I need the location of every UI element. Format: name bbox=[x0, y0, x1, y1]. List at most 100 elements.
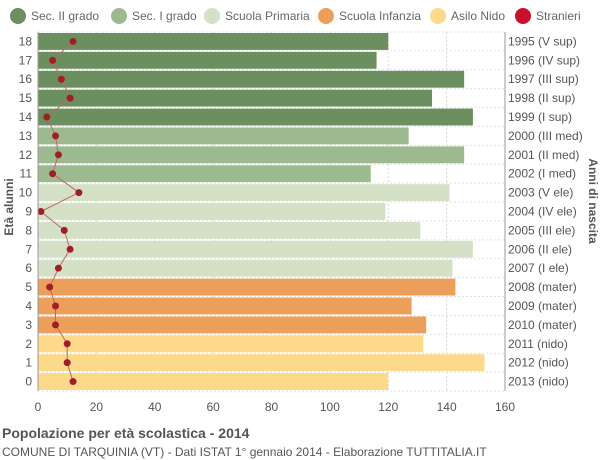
legend-swatch bbox=[430, 8, 446, 24]
birth-year-label: 1995 (V sup) bbox=[508, 34, 577, 48]
x-tick-label: 80 bbox=[265, 400, 279, 414]
birth-year-label: 2003 (V ele) bbox=[508, 186, 573, 200]
birth-year-label: 2005 (III ele) bbox=[508, 223, 575, 237]
bar bbox=[38, 89, 433, 107]
stranieri-point bbox=[75, 189, 83, 197]
bar bbox=[38, 165, 371, 183]
legend-item-sec-ii: Sec. II grado bbox=[10, 6, 99, 26]
legend-swatch bbox=[111, 8, 127, 24]
bar bbox=[38, 203, 386, 220]
bar bbox=[38, 278, 456, 296]
stranieri-point bbox=[60, 226, 68, 234]
birth-year-label: 2009 (mater) bbox=[508, 299, 577, 313]
x-tick-label: 0 bbox=[35, 400, 42, 414]
birth-year-label: 1997 (III sup) bbox=[508, 72, 579, 86]
y-tick-label: 6 bbox=[25, 261, 32, 275]
y-tick-label: 2 bbox=[25, 337, 32, 351]
legend-label: Scuola Infanzia bbox=[339, 9, 422, 23]
stranieri-point bbox=[66, 245, 74, 253]
stranieri-point bbox=[66, 94, 74, 102]
legend-swatch bbox=[204, 8, 220, 24]
birth-year-label: 1998 (II sup) bbox=[508, 91, 575, 105]
bar bbox=[38, 70, 465, 88]
y-tick-label: 4 bbox=[25, 299, 32, 313]
bar bbox=[38, 373, 389, 390]
stranieri-point bbox=[63, 340, 71, 348]
birth-year-label: 2008 (mater) bbox=[508, 280, 577, 294]
y-tick-label: 18 bbox=[19, 34, 33, 48]
legend: Sec. II grado Sec. I grado Scuola Primar… bbox=[0, 4, 600, 28]
birth-year-label: 2010 (mater) bbox=[508, 318, 577, 332]
bar bbox=[38, 354, 485, 372]
birth-year-label: 2013 (nido) bbox=[508, 375, 569, 389]
birth-year-label: 2004 (IV ele) bbox=[508, 205, 577, 219]
bar bbox=[38, 146, 465, 164]
birth-year-label: 2011 (nido) bbox=[508, 337, 568, 351]
y-tick-label: 10 bbox=[19, 186, 33, 200]
birth-year-label: 2006 (II ele) bbox=[508, 242, 572, 256]
legend-swatch bbox=[10, 8, 26, 24]
bar bbox=[38, 51, 377, 69]
legend-label: Scuola Primaria bbox=[225, 9, 310, 23]
legend-item-infanzia: Scuola Infanzia bbox=[318, 6, 421, 26]
y-tick-label: 13 bbox=[19, 129, 33, 143]
y-tick-label: 1 bbox=[25, 356, 32, 370]
legend-label: Asilo Nido bbox=[451, 9, 506, 23]
y-tick-label: 11 bbox=[20, 167, 33, 181]
y-axis-label-right: Anni di nascita bbox=[586, 158, 600, 244]
stranieri-point bbox=[46, 283, 54, 291]
birth-year-label: 2000 (III med) bbox=[508, 129, 583, 143]
bar bbox=[38, 184, 450, 202]
stranieri-point bbox=[49, 170, 57, 178]
stranieri-point bbox=[52, 302, 60, 310]
bar bbox=[38, 335, 424, 353]
stranieri-point bbox=[37, 208, 45, 215]
bar bbox=[38, 297, 412, 315]
stranieri-point bbox=[57, 75, 65, 83]
y-tick-label: 0 bbox=[25, 375, 32, 389]
bar bbox=[38, 127, 409, 145]
x-tick-label: 120 bbox=[378, 400, 398, 414]
birth-year-label: 2001 (II med) bbox=[508, 148, 579, 162]
y-tick-label: 7 bbox=[25, 242, 32, 256]
birth-year-label: 2007 (I ele) bbox=[508, 261, 569, 275]
legend-label: Stranieri bbox=[536, 9, 581, 23]
x-tick-label: 60 bbox=[206, 400, 220, 414]
stranieri-point bbox=[69, 378, 77, 386]
grid bbox=[37, 31, 506, 392]
y-tick-label: 5 bbox=[25, 280, 32, 294]
bar bbox=[38, 108, 473, 126]
birth-year-label: 1999 (I sup) bbox=[508, 110, 572, 124]
y-tick-label: 9 bbox=[25, 205, 32, 219]
legend-swatch bbox=[318, 8, 334, 24]
bar bbox=[38, 240, 473, 258]
stranieri-point bbox=[43, 113, 51, 121]
legend-item-stranieri: Stranieri bbox=[515, 6, 581, 26]
stranieri-line bbox=[37, 37, 83, 386]
stranieri-point bbox=[63, 359, 71, 367]
footer-title: Popolazione per età scolastica - 2014 bbox=[2, 425, 250, 441]
stranieri-point bbox=[49, 56, 57, 64]
x-tick-label: 100 bbox=[320, 400, 340, 414]
bar bbox=[38, 221, 421, 239]
stranieri-point bbox=[52, 321, 60, 329]
y-tick-label: 12 bbox=[19, 148, 33, 162]
bar bbox=[38, 33, 389, 50]
birth-year-label: 1996 (IV sup) bbox=[508, 53, 580, 67]
legend-item-sec-i: Sec. I grado bbox=[111, 6, 197, 26]
legend-item-nido: Asilo Nido bbox=[430, 6, 505, 26]
stranieri-point bbox=[69, 37, 77, 45]
birth-year-label: 2002 (I med) bbox=[508, 167, 576, 181]
stranieri-point bbox=[54, 151, 62, 159]
stranieri-point bbox=[54, 264, 62, 272]
y-tick-label: 15 bbox=[19, 91, 33, 105]
y-tick-label: 16 bbox=[19, 72, 33, 86]
y-tick-label: 3 bbox=[25, 318, 32, 332]
bar bbox=[38, 316, 427, 334]
x-tick-label: 40 bbox=[148, 400, 162, 414]
bars bbox=[38, 33, 485, 390]
x-tick-label: 20 bbox=[90, 400, 104, 414]
stranieri-point bbox=[52, 132, 60, 140]
